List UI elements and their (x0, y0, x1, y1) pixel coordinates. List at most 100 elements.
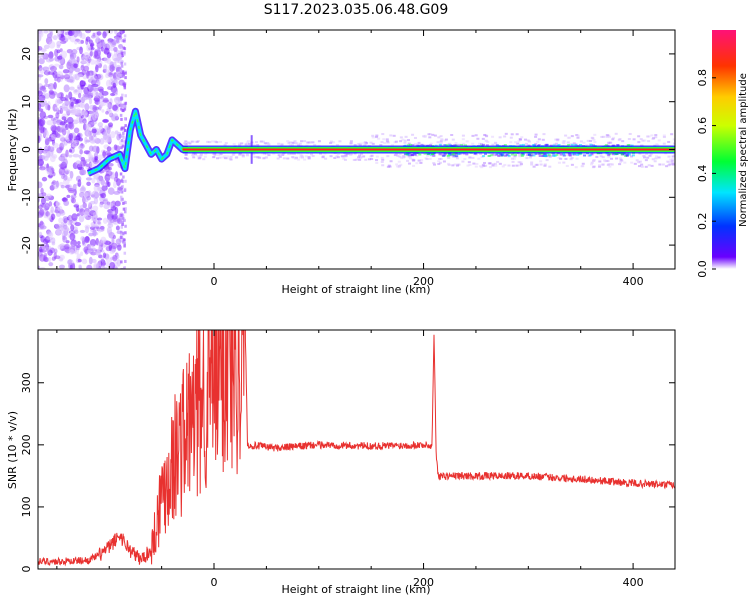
spectral-cell (590, 163, 594, 166)
spectral-cell (487, 155, 491, 158)
spectral-cell (62, 106, 69, 111)
spectral-cell (437, 136, 441, 139)
spectral-cell (298, 156, 302, 159)
spectral-cell (73, 63, 79, 69)
spectral-cell (344, 155, 348, 158)
spectral-cell (71, 140, 77, 144)
spectral-cell (542, 153, 546, 156)
spectral-cell (430, 152, 434, 155)
spectral-cell (517, 161, 521, 164)
spectral-cell (637, 161, 641, 164)
spectral-cell (539, 160, 543, 163)
spectral-cell (618, 157, 622, 160)
spectral-cell (570, 135, 574, 138)
spectral-cell (81, 169, 87, 175)
spectral-cell (290, 144, 294, 147)
spectral-cell (383, 142, 387, 145)
spectral-cell (598, 160, 602, 163)
spectral-cell (548, 154, 552, 157)
spectral-cell (97, 122, 104, 128)
spectral-cell (114, 200, 121, 207)
spectral-cell (241, 155, 245, 158)
spectral-cell (291, 141, 295, 144)
spectral-cell (80, 236, 85, 241)
spectral-cell (84, 103, 90, 111)
spectral-cell (240, 142, 244, 145)
spectral-cell (548, 155, 552, 158)
spectral-cell (452, 154, 456, 157)
spectral-cell (511, 164, 515, 167)
spectral-cell (399, 140, 403, 143)
spectral-cell (122, 201, 125, 205)
spectral-cell (63, 119, 68, 124)
spectral-cell (38, 55, 42, 59)
spectral-cell (525, 154, 529, 157)
spectral-cell (121, 222, 124, 226)
spectral-cell (534, 152, 538, 155)
spectral-cell (98, 254, 103, 259)
spectral-cell (295, 142, 299, 145)
spectral-cell (68, 57, 76, 64)
spectral-cell (281, 153, 285, 156)
spectral-cell (447, 156, 451, 159)
spectral-cell (519, 161, 523, 164)
spectral-cell (483, 134, 487, 137)
spectral-cell (650, 134, 654, 137)
spectral-cell (562, 161, 566, 164)
spectral-cell (385, 138, 389, 141)
spectral-cell (38, 166, 46, 171)
spectral-cell (193, 140, 197, 143)
spectral-cell (212, 152, 216, 155)
spectral-cell (562, 154, 566, 157)
spectral-cell (39, 125, 45, 134)
spectral-cell (353, 158, 357, 161)
spectral-cell (79, 251, 84, 257)
spectral-cell (438, 143, 442, 146)
spectral-cell (277, 154, 281, 157)
spectral-cell (64, 243, 70, 250)
spectral-cell (238, 153, 242, 156)
spectral-cell (662, 136, 666, 139)
spectral-cell (349, 153, 353, 156)
spectral-cell (38, 204, 43, 210)
spectral-cell (491, 163, 495, 166)
spectral-cell (503, 144, 507, 147)
spectral-cell (91, 128, 97, 134)
spectral-cell (69, 233, 76, 241)
spectral-cell (124, 231, 127, 235)
spectral-cell (380, 141, 384, 144)
snr-x-label: Height of straight line (km) (281, 583, 430, 596)
spectral-cell (59, 258, 64, 262)
spectral-cell (96, 31, 102, 36)
spectral-cell (494, 164, 498, 167)
spectral-cell (493, 162, 497, 165)
spectral-cell (256, 156, 260, 159)
spectral-cell (396, 154, 400, 157)
spectral-cell (120, 117, 123, 121)
spectral-cell (389, 160, 393, 163)
spectral-cell (568, 154, 572, 157)
spectral-cell (123, 128, 127, 132)
spectral-cell (357, 156, 361, 159)
colorbar-tick-label: 0.0 (696, 260, 709, 278)
spectral-cell (78, 215, 85, 223)
spectral-cell (334, 155, 338, 158)
spectral-cell (87, 190, 92, 197)
spectral-cell (94, 155, 99, 161)
spectral-cell (48, 201, 53, 207)
spectral-cell (442, 160, 446, 163)
spectral-cell (651, 137, 655, 140)
spectral-cell (466, 164, 470, 167)
spectral-cell (609, 141, 613, 144)
spectral-cell (182, 141, 186, 144)
spectral-cell (535, 163, 539, 166)
spectral-cell (61, 139, 65, 148)
spectral-cell (120, 146, 123, 150)
spectral-cell (433, 134, 437, 137)
snr-series-line (38, 330, 675, 567)
spectral-cell (531, 144, 535, 147)
spectral-cell (311, 155, 315, 158)
spectral-cell (123, 244, 126, 248)
spectral-cell (399, 136, 403, 139)
spectral-cell (114, 30, 118, 35)
